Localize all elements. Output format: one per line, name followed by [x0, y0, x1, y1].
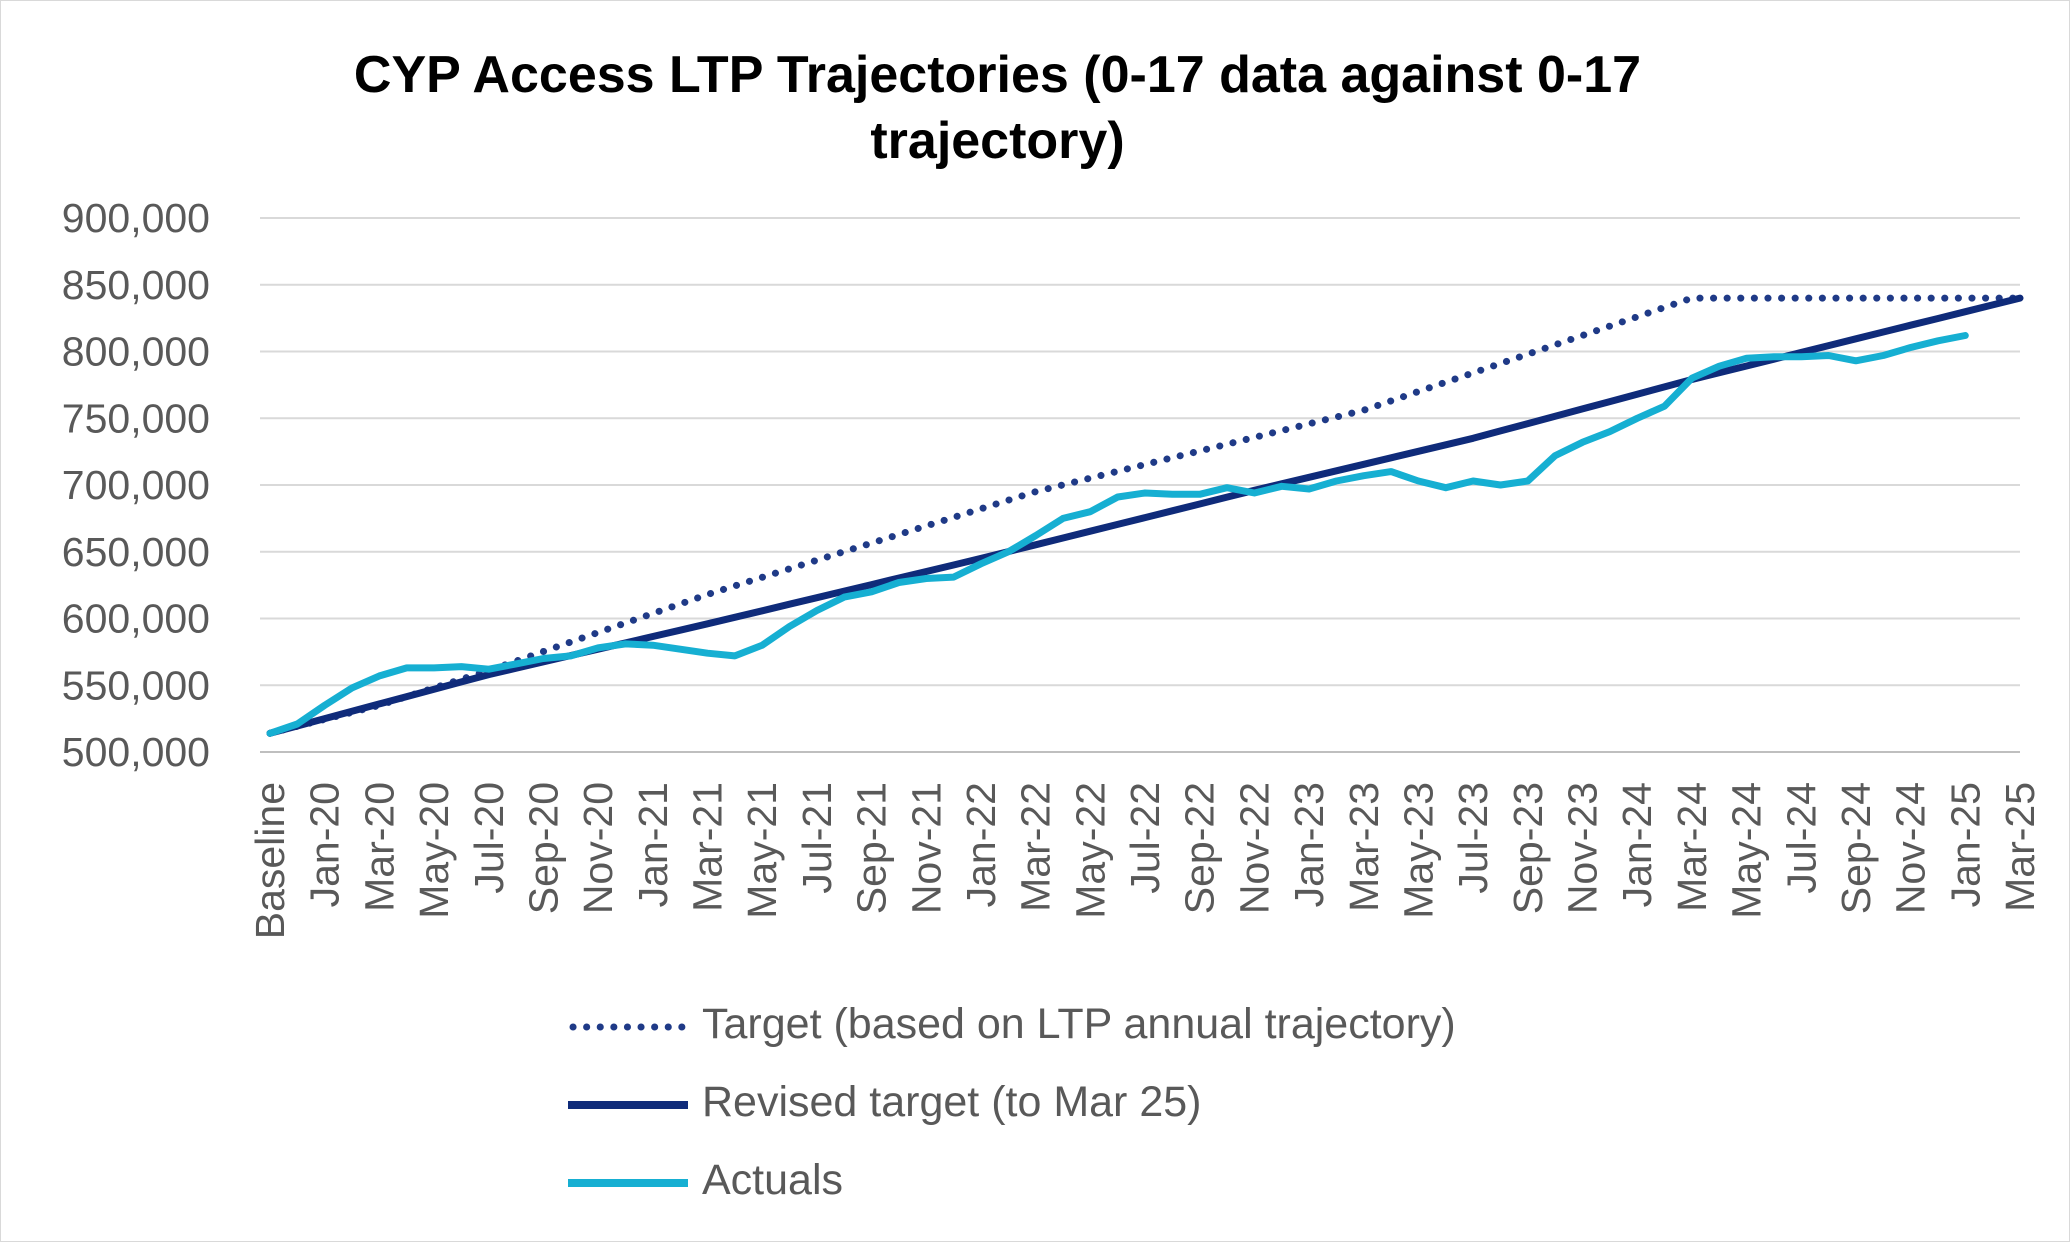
x-tick-label: Baseline [247, 782, 293, 939]
legend-item-revised-target: Revised target (to Mar 25) [568, 1073, 1668, 1143]
y-tick-label: 650,000 [62, 529, 210, 575]
x-tick-label: Jan-25 [1942, 782, 1988, 907]
x-tick-label: Nov-21 [903, 782, 949, 914]
x-tick-label: Jan-22 [958, 782, 1004, 907]
x-tick-label: Nov-20 [575, 782, 621, 914]
y-tick-label: 500,000 [62, 729, 210, 775]
x-tick-label: Mar-22 [1013, 782, 1059, 912]
y-tick-label: 900,000 [62, 195, 210, 241]
legend-item-actuals: Actuals [568, 1151, 1668, 1221]
x-tick-label: Sep-21 [849, 782, 895, 914]
x-tick-label: Mar-21 [685, 782, 731, 912]
x-tick-label: Jul-20 [466, 782, 512, 894]
y-tick-label: 800,000 [62, 329, 210, 375]
y-tick-label: 700,000 [62, 462, 210, 508]
series-line-target [266, 294, 2024, 737]
x-tick-label: Mar-23 [1341, 782, 1387, 912]
x-tick-label: Sep-22 [1177, 782, 1223, 914]
x-tick-label: Nov-22 [1231, 782, 1277, 914]
legend-label-actuals: Actuals [702, 1156, 844, 1204]
x-tick-label: May-23 [1395, 782, 1441, 919]
legend-swatch-revised-target [568, 1101, 688, 1109]
x-tick-label: Jul-24 [1778, 782, 1824, 894]
x-tick-label: Jul-21 [794, 782, 840, 894]
x-tick-label: Jul-23 [1450, 782, 1496, 894]
x-tick-label: May-22 [1067, 782, 1113, 919]
x-tick-label: Nov-23 [1560, 782, 1606, 914]
chart-title: CYP Access LTP Trajectories (0-17 data a… [0, 42, 1995, 174]
x-tick-label: Jan-20 [302, 782, 348, 907]
y-tick-label: 850,000 [62, 262, 210, 308]
series-line-revised-target [266, 294, 2024, 737]
x-tick-label: Mar-20 [356, 782, 402, 912]
x-tick-label: Jan-21 [630, 782, 676, 907]
x-tick-label: Nov-24 [1888, 782, 1934, 914]
legend-swatch-actuals [568, 1179, 688, 1187]
legend-swatch-target [569, 1023, 687, 1031]
chart-title-line-2: trajectory) [870, 112, 1125, 170]
x-tick-label: Jan-24 [1614, 782, 1660, 907]
x-tick-label: May-21 [739, 782, 785, 919]
x-tick-label: Sep-20 [520, 782, 566, 914]
series-line-actuals [266, 332, 1969, 737]
legend-item-target: Target (based on LTP annual trajectory) [568, 995, 1668, 1065]
x-tick-label: Sep-24 [1833, 782, 1879, 914]
x-tick-label: Sep-23 [1505, 782, 1551, 914]
y-tick-label: 750,000 [62, 395, 210, 441]
x-tick-label: Jan-23 [1286, 782, 1332, 907]
y-tick-label: 600,000 [62, 596, 210, 642]
y-tick-label: 550,000 [62, 662, 210, 708]
legend-label-target: Target (based on LTP annual trajectory) [702, 1000, 1456, 1048]
x-tick-label: May-24 [1724, 782, 1770, 919]
x-tick-label: Mar-24 [1669, 782, 1715, 912]
x-tick-label: Jul-22 [1122, 782, 1168, 894]
x-tick-label: Mar-25 [1997, 782, 2043, 912]
chart-title-line-1: CYP Access LTP Trajectories (0-17 data a… [353, 46, 1642, 104]
legend-label-revised-target: Revised target (to Mar 25) [702, 1078, 1202, 1126]
x-tick-label: May-20 [411, 782, 457, 919]
